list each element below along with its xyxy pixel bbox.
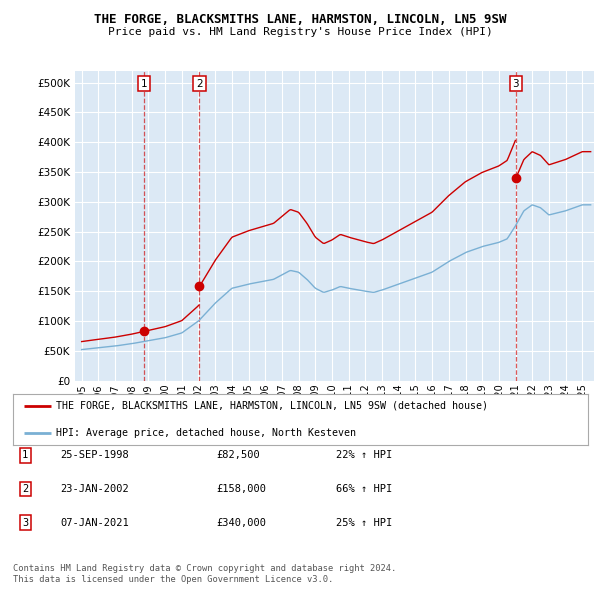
Text: 25-SEP-1998: 25-SEP-1998 bbox=[60, 451, 129, 460]
Text: £82,500: £82,500 bbox=[216, 451, 260, 460]
Text: Price paid vs. HM Land Registry's House Price Index (HPI): Price paid vs. HM Land Registry's House … bbox=[107, 27, 493, 37]
Text: 3: 3 bbox=[22, 518, 28, 527]
Text: This data is licensed under the Open Government Licence v3.0.: This data is licensed under the Open Gov… bbox=[13, 575, 334, 584]
Text: 2: 2 bbox=[22, 484, 28, 494]
Text: Contains HM Land Registry data © Crown copyright and database right 2024.: Contains HM Land Registry data © Crown c… bbox=[13, 565, 397, 573]
Text: 07-JAN-2021: 07-JAN-2021 bbox=[60, 518, 129, 527]
Text: 1: 1 bbox=[140, 78, 147, 88]
Text: 25% ↑ HPI: 25% ↑ HPI bbox=[336, 518, 392, 527]
Text: THE FORGE, BLACKSMITHS LANE, HARMSTON, LINCOLN, LN5 9SW (detached house): THE FORGE, BLACKSMITHS LANE, HARMSTON, L… bbox=[56, 401, 488, 411]
Text: £340,000: £340,000 bbox=[216, 518, 266, 527]
Text: 2: 2 bbox=[196, 78, 203, 88]
Text: HPI: Average price, detached house, North Kesteven: HPI: Average price, detached house, Nort… bbox=[56, 428, 356, 438]
Text: £158,000: £158,000 bbox=[216, 484, 266, 494]
Text: 66% ↑ HPI: 66% ↑ HPI bbox=[336, 484, 392, 494]
Text: 23-JAN-2002: 23-JAN-2002 bbox=[60, 484, 129, 494]
Text: THE FORGE, BLACKSMITHS LANE, HARMSTON, LINCOLN, LN5 9SW: THE FORGE, BLACKSMITHS LANE, HARMSTON, L… bbox=[94, 13, 506, 26]
Text: 22% ↑ HPI: 22% ↑ HPI bbox=[336, 451, 392, 460]
Text: 1: 1 bbox=[22, 451, 28, 460]
Text: 3: 3 bbox=[512, 78, 519, 88]
